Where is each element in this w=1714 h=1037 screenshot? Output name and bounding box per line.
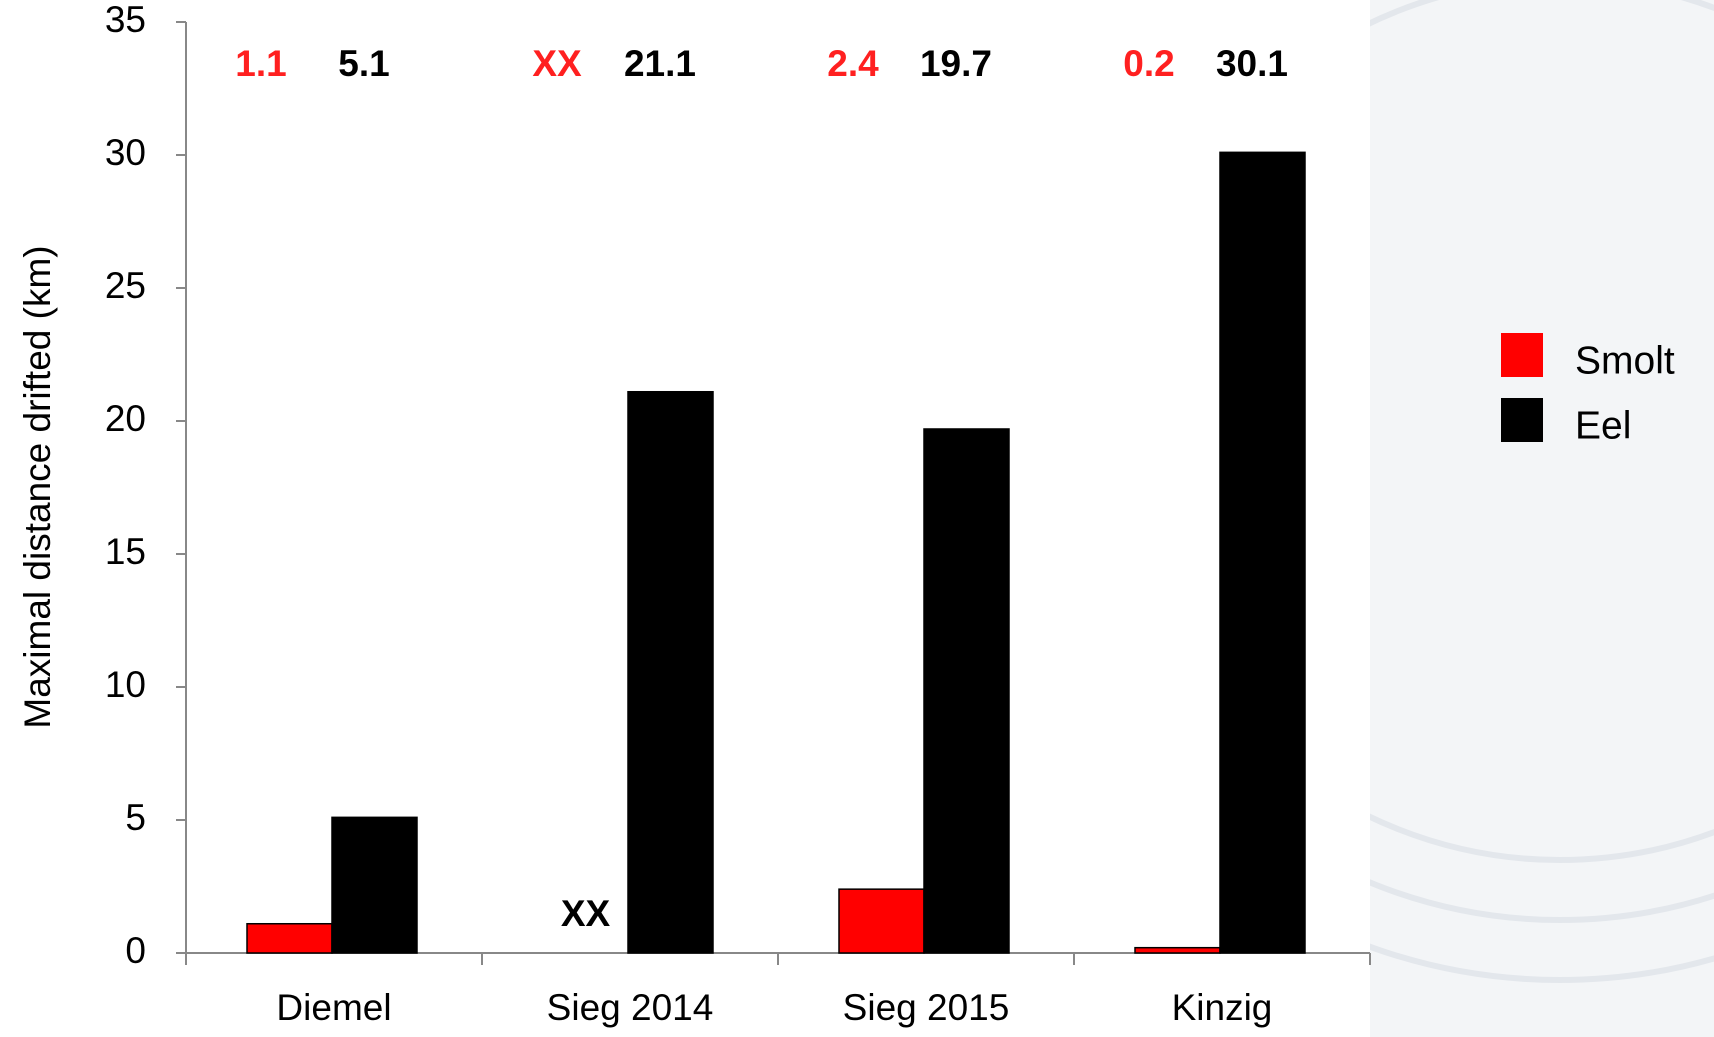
y-tick-label: 25 [105, 265, 146, 306]
value-label: 5.1 [338, 43, 389, 84]
value-label: 2.4 [827, 43, 879, 84]
x-tick-label: Sieg 2015 [843, 987, 1010, 1028]
annotation: XX [561, 893, 611, 934]
x-tick-label: Kinzig [1172, 987, 1273, 1028]
legend-label: Smolt [1575, 339, 1675, 382]
legend-label: Eel [1575, 404, 1631, 447]
y-axis-title: Maximal distance drifted (km) [17, 245, 58, 728]
bar [627, 390, 714, 954]
x-tick-label: Diemel [276, 987, 391, 1028]
value-label: XX [532, 43, 582, 84]
value-label: 21.1 [624, 43, 696, 84]
legend-swatch [1501, 398, 1543, 442]
bar [838, 888, 925, 954]
x-tick-label: Sieg 2014 [547, 987, 714, 1028]
bar [331, 816, 418, 954]
bar [1134, 946, 1221, 954]
bar [923, 428, 1010, 954]
y-tick-label: 10 [105, 664, 146, 705]
y-tick-label: 20 [105, 398, 146, 439]
y-tick-label: 15 [105, 531, 146, 572]
y-tick-label: 0 [125, 930, 146, 971]
value-label: 0.2 [1123, 43, 1174, 84]
bar [246, 922, 333, 954]
value-label: 30.1 [1216, 43, 1288, 84]
value-label: 1.1 [235, 43, 286, 84]
y-tick-label: 35 [105, 0, 146, 40]
value-label: 19.7 [920, 43, 992, 84]
y-tick-label: 5 [125, 797, 146, 838]
y-tick-label: 30 [105, 132, 146, 173]
bar [1219, 151, 1306, 954]
plot-area [186, 0, 1370, 953]
legend-swatch [1501, 333, 1543, 377]
